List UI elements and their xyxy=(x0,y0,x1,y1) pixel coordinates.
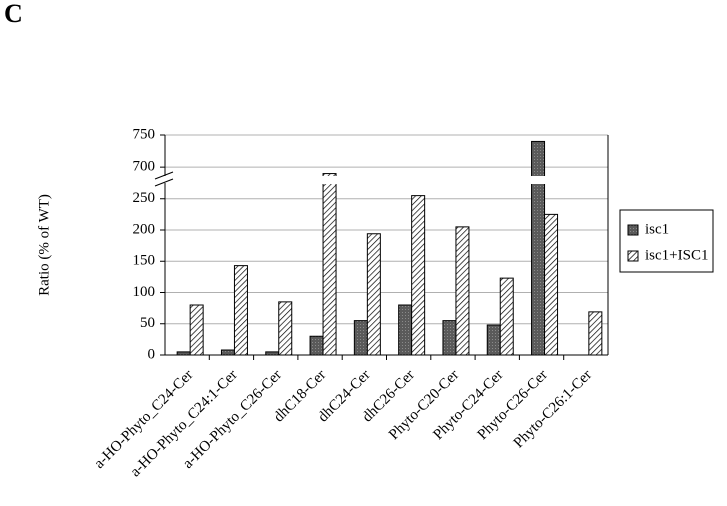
bar xyxy=(588,311,603,356)
break-gap xyxy=(530,176,546,184)
legend-label: isc1 xyxy=(645,221,669,237)
y-tick-label: 0 xyxy=(148,346,156,362)
y-tick-label: 50 xyxy=(140,315,155,331)
bar xyxy=(398,304,413,356)
panel-label: C xyxy=(4,0,23,28)
bar xyxy=(322,173,337,356)
bar xyxy=(233,265,248,356)
bar xyxy=(486,324,501,356)
bar xyxy=(366,233,381,356)
break-gap xyxy=(322,176,338,184)
axis-break-mark xyxy=(154,178,174,187)
axis-break-gap xyxy=(157,176,171,183)
bar xyxy=(411,195,426,356)
y-tick-label: 200 xyxy=(133,221,156,237)
axis-break-mark xyxy=(154,171,174,180)
y-tick-label: 150 xyxy=(133,253,156,269)
legend-label: isc1+ISC1 xyxy=(645,247,708,263)
bar xyxy=(189,304,204,356)
y-axis-label: Ratio (% of WT) xyxy=(36,194,52,296)
bar xyxy=(442,320,457,356)
bar xyxy=(220,349,235,356)
y-tick-label: 700 xyxy=(133,159,156,175)
y-tick-label: 100 xyxy=(133,284,156,300)
bar xyxy=(455,226,470,356)
bar xyxy=(531,140,546,356)
bar xyxy=(544,213,559,356)
bar xyxy=(278,301,293,356)
bar xyxy=(309,335,324,356)
y-tick-label: 250 xyxy=(133,190,156,206)
bar xyxy=(353,320,368,356)
y-tick-label: 750 xyxy=(133,126,156,142)
legend-swatch xyxy=(627,224,639,236)
bar xyxy=(499,277,514,356)
legend-swatch xyxy=(627,250,639,262)
x-tick-label: Phyto-C26:1-Cer xyxy=(511,367,595,451)
legend-box xyxy=(619,209,714,273)
